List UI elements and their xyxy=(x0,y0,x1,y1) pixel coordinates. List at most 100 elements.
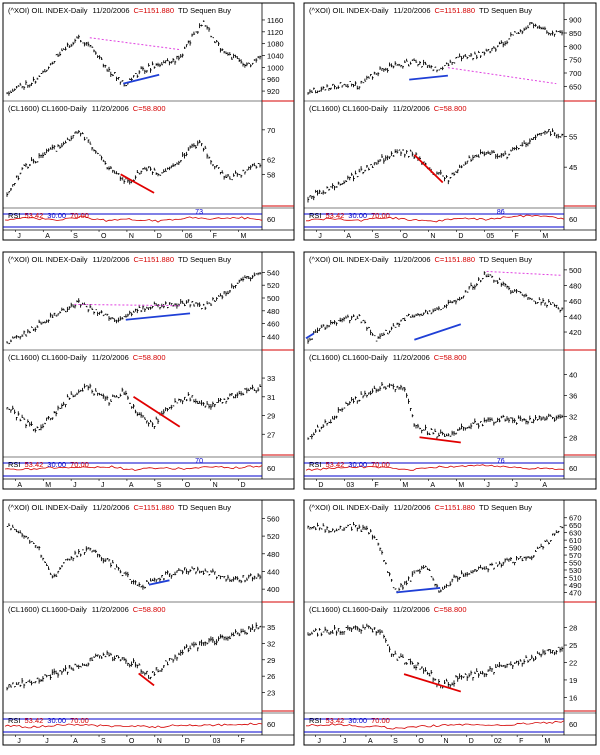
rsi-label: RSI 53.42 30.00 70.00 xyxy=(309,716,390,725)
crude-trend-line xyxy=(138,672,155,687)
x-tick-label: J xyxy=(486,482,490,489)
y-tick-label: 500 xyxy=(569,266,582,275)
title-part: 11/20/2006 xyxy=(394,503,431,512)
title-part: C=58.800 xyxy=(434,104,467,113)
y-tick-label: 62 xyxy=(267,156,275,165)
x-tick-label: J xyxy=(45,738,49,745)
y-tick-label: 490 xyxy=(569,581,582,590)
y-tick-label: 560 xyxy=(267,514,280,523)
crude-trend-line xyxy=(403,673,462,693)
title-part: C=1151.880 xyxy=(134,255,175,264)
price-trend-line xyxy=(396,587,441,594)
title-part: TD Sequen Buy xyxy=(178,503,231,512)
x-tick-label: O xyxy=(185,482,191,489)
rsi-tick-label: 60 xyxy=(569,215,577,224)
title-part: 70.00 xyxy=(371,716,390,725)
title-part: 70.00 xyxy=(371,460,390,469)
y-tick-label: 610 xyxy=(569,536,582,545)
x-tick-label: J xyxy=(17,738,21,745)
title-part: (^XOI) OIL INDEX-Daily xyxy=(8,255,88,264)
y-tick-label: 480 xyxy=(569,281,582,290)
divergence-line xyxy=(89,37,180,51)
y-tick-label: 29 xyxy=(267,412,275,421)
y-tick-label: 440 xyxy=(267,567,280,576)
x-tick-label: A xyxy=(346,233,351,240)
rsi-peak-label: 76 xyxy=(497,458,505,465)
x-tick-label: A xyxy=(129,482,134,489)
y-tick-label: 630 xyxy=(569,529,582,538)
y-tick-label: 1040 xyxy=(267,52,284,61)
title-part: 30.00 xyxy=(47,716,66,725)
title-part: 11/20/2006 xyxy=(394,255,431,264)
x-tick-label: D xyxy=(458,233,463,240)
x-tick-label: N xyxy=(430,233,435,240)
x-tick-label: S xyxy=(101,738,106,745)
x-tick-label: N xyxy=(157,738,162,745)
title-part: 11/20/2006 xyxy=(93,503,130,512)
y-tick-label: 28 xyxy=(569,433,577,442)
x-tick-label: A xyxy=(73,738,78,745)
y-tick-label: 440 xyxy=(267,332,280,341)
y-tick-label: 23 xyxy=(267,689,275,698)
title-part: 30.00 xyxy=(47,460,66,469)
rsi-peak-label: 70 xyxy=(195,458,203,465)
crude-title: (CL1600) CL1600-Daily 11/20/2006 C=58.800 xyxy=(8,605,166,614)
x-tick-label: J xyxy=(17,233,21,240)
x-tick-label: J xyxy=(73,482,77,489)
title-part: (CL1600) CL1600-Daily xyxy=(309,353,388,362)
price-trend-line xyxy=(125,312,191,321)
x-tick-label: M xyxy=(402,482,408,489)
y-tick-label: 800 xyxy=(569,42,582,51)
title-part: 70.00 xyxy=(70,460,89,469)
y-tick-label: 27 xyxy=(267,430,275,439)
title-part: 30.00 xyxy=(348,716,367,725)
xoi-price-bars xyxy=(6,523,262,590)
title-part: (CL1600) CL1600-Daily xyxy=(309,104,388,113)
y-tick-label: 460 xyxy=(569,297,582,306)
x-tick-label: A xyxy=(430,482,435,489)
x-tick-label: O xyxy=(101,233,107,240)
y-tick-label: 16 xyxy=(569,693,577,702)
x-tick-label: S xyxy=(374,233,379,240)
xoi-price-bars xyxy=(6,20,262,96)
x-tick-label: D xyxy=(469,738,474,745)
x-tick-label: F xyxy=(519,738,523,745)
title-part: C=1151.880 xyxy=(134,503,175,512)
divergence-line xyxy=(74,303,180,307)
title-part: 11/20/2006 xyxy=(92,353,129,362)
chart-panel-bottom-left: 560 520 480 440 400 35 32 29 26 23 (^XOI) OIL INDE… xyxy=(2,499,295,746)
rsi-peak-label: 73 xyxy=(195,209,203,216)
title-part: C=58.800 xyxy=(133,353,166,362)
y-tick-label: 480 xyxy=(267,550,280,559)
x-tick-label: J xyxy=(318,233,322,240)
y-tick-label: 440 xyxy=(569,312,582,321)
crude-price-bars xyxy=(6,130,262,197)
title-part: TD Sequen Buy xyxy=(178,6,231,15)
crude-title: (CL1600) CL1600-Daily 11/20/2006 C=58.800 xyxy=(309,605,467,614)
x-tick-label: 05 xyxy=(486,233,494,240)
x-tick-label: M xyxy=(458,482,464,489)
y-tick-label: 480 xyxy=(267,307,280,316)
panel-frame xyxy=(303,2,597,241)
crude-price-bars xyxy=(6,383,262,433)
xoi-title: (^XOI) OIL INDEX-Daily 11/20/2006 C=1151.8… xyxy=(8,6,231,15)
crude-price-bars xyxy=(307,382,564,440)
crude-trend-line xyxy=(133,396,181,428)
divergence-line xyxy=(486,270,562,276)
x-tick-label: M xyxy=(542,233,548,240)
y-tick-label: 650 xyxy=(569,521,582,530)
title-part: RSI xyxy=(309,460,322,469)
rsi-peak-label: 86 xyxy=(497,209,505,216)
x-tick-label: A xyxy=(368,738,373,745)
rsi-tick-label: 60 xyxy=(267,464,275,473)
y-tick-label: 1000 xyxy=(267,63,284,72)
price-trend-line xyxy=(414,323,462,341)
x-tick-label: A xyxy=(45,233,50,240)
panel-frame xyxy=(2,251,295,490)
rsi-line xyxy=(306,214,565,223)
y-tick-label: 33 xyxy=(267,374,275,383)
x-tick-label: D xyxy=(240,482,245,489)
xoi-title: (^XOI) OIL INDEX-Daily 11/20/2006 C=1151.8… xyxy=(309,6,532,15)
x-tick-label: F xyxy=(213,233,217,240)
title-part: RSI xyxy=(8,460,21,469)
